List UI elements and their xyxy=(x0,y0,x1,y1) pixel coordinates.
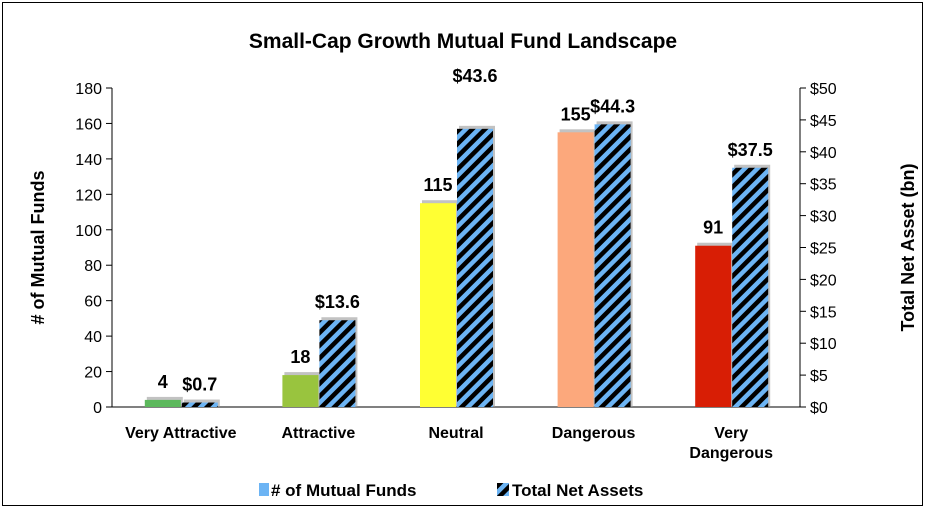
right-tick-label: $0 xyxy=(810,400,828,417)
data-labels: 4 $0.7 18 $13.6 115 $43.6 155 $44.3 91 $37.5 xyxy=(158,66,773,395)
chart-title: Small-Cap Growth Mutual Fund Landscape xyxy=(249,30,677,53)
bar-mutual-funds xyxy=(282,375,319,407)
legend-swatch-mutual-funds xyxy=(259,483,269,496)
right-tick-label: $15 xyxy=(810,304,837,321)
left-tick-label: 40 xyxy=(84,329,102,346)
right-tick-label: $50 xyxy=(810,81,837,98)
bar-total-net-assets xyxy=(732,167,769,407)
legend: # of Mutual Funds Total Net Assets xyxy=(259,481,643,500)
data-label-mutual-funds: 18 xyxy=(290,347,310,367)
bar-total-net-assets xyxy=(457,128,493,407)
bar-mutual-funds xyxy=(557,132,594,408)
right-tick-label: $35 xyxy=(810,177,837,194)
axes: 0 20 40 60 80 100 120 140 160 180 $0 $5 $10 $15 $20 $25… xyxy=(28,81,918,462)
data-label-total-net-assets: $37.5 xyxy=(728,140,773,160)
bar-total-net-assets xyxy=(319,320,356,407)
left-tick-label: 0 xyxy=(93,400,102,417)
category-label: Neutral xyxy=(428,425,483,442)
left-tick-label: 160 xyxy=(75,116,102,133)
left-tick-label: 100 xyxy=(75,223,102,240)
right-tick-label: $20 xyxy=(810,272,837,289)
bar-mutual-funds xyxy=(420,203,456,407)
category-label: Dangerous xyxy=(689,445,773,462)
data-label-mutual-funds: 115 xyxy=(423,175,452,195)
left-tick-label: 60 xyxy=(84,294,102,311)
data-label-mutual-funds: 4 xyxy=(158,372,168,392)
left-tick-label: 180 xyxy=(75,81,102,98)
bars xyxy=(144,121,771,408)
data-label-mutual-funds: 91 xyxy=(703,218,723,238)
right-tick-label: $45 xyxy=(810,113,837,130)
right-tick-label: $5 xyxy=(810,368,828,385)
data-label-total-net-assets: $44.3 xyxy=(590,96,635,116)
data-label-total-net-assets: $0.7 xyxy=(182,375,217,395)
category-label: Dangerous xyxy=(552,425,636,442)
legend-label-mutual-funds: # of Mutual Funds xyxy=(271,481,416,500)
right-tick-label: $25 xyxy=(810,241,837,258)
legend-swatch-total-net-assets xyxy=(497,483,509,496)
left-tick-label: 80 xyxy=(84,258,102,275)
bar-total-net-assets xyxy=(181,402,218,407)
legend-label-total-net-assets: Total Net Assets xyxy=(512,481,643,500)
bar-total-net-assets xyxy=(594,124,631,407)
bar-mutual-funds xyxy=(695,245,732,407)
category-label: Very xyxy=(714,425,748,442)
right-tick-label: $10 xyxy=(810,336,837,353)
category-label: Attractive xyxy=(281,425,355,442)
left-tick-label: 20 xyxy=(84,365,102,382)
left-tick-label: 120 xyxy=(75,187,102,204)
right-axis-title: Total Net Asset (bn) xyxy=(898,163,918,331)
right-tick-label: $40 xyxy=(810,145,837,162)
left-tick-label: 140 xyxy=(75,152,102,169)
right-tick-label: $30 xyxy=(810,209,837,226)
category-label: Very Attractive xyxy=(125,425,237,442)
data-label-mutual-funds: 155 xyxy=(561,104,591,124)
left-axis-title: # of Mutual Funds xyxy=(28,171,48,325)
data-label-total-net-assets: $13.6 xyxy=(315,292,360,312)
data-label-total-net-assets: $43.6 xyxy=(452,66,497,86)
bar-mutual-funds xyxy=(144,399,181,407)
